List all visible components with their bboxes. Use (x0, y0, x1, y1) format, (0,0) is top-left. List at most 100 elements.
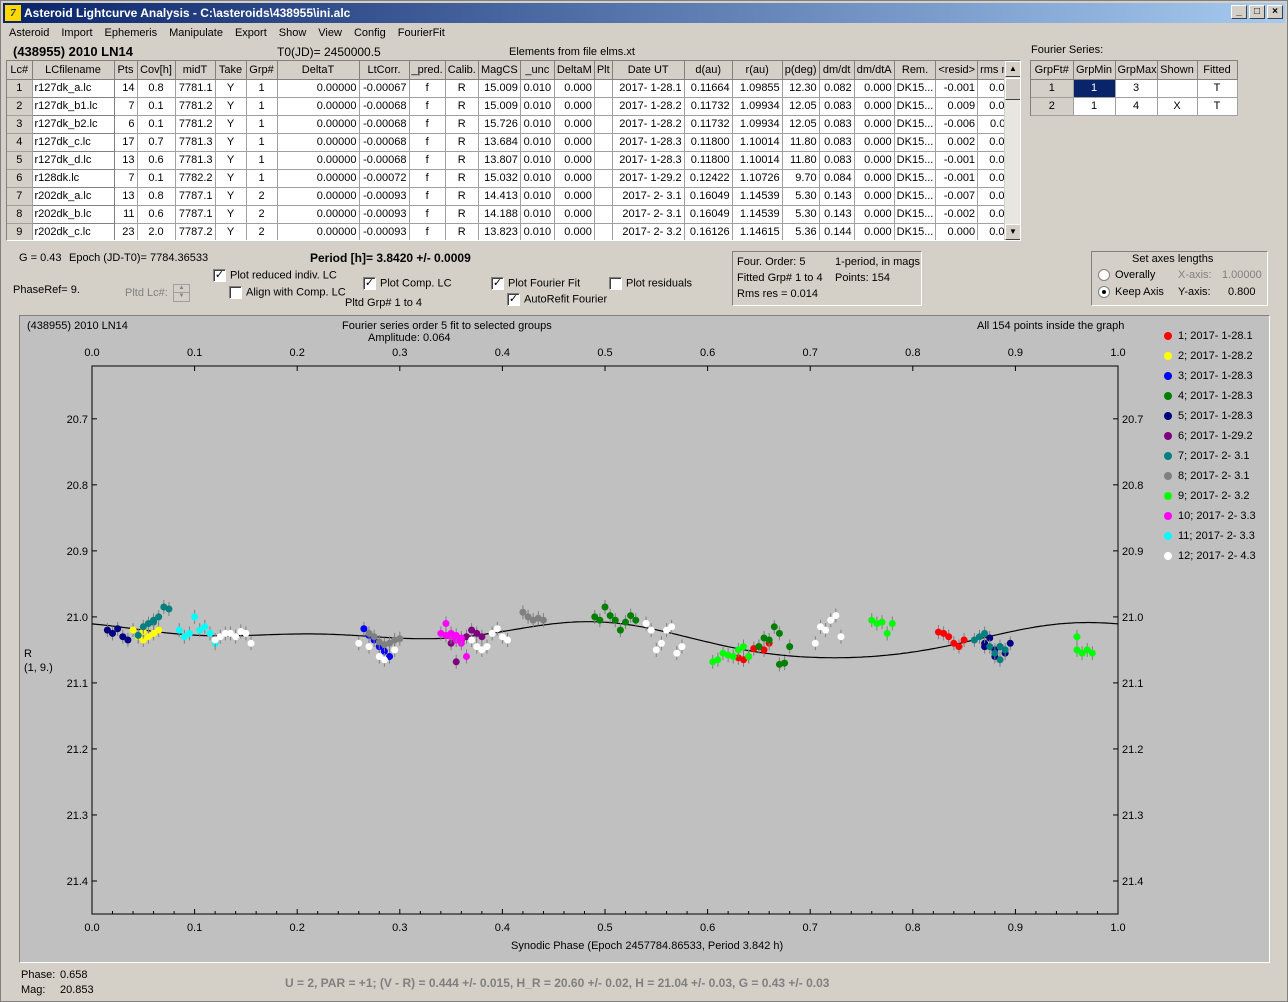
table-cell[interactable]: R (445, 187, 479, 206)
data-point[interactable] (832, 612, 840, 620)
data-point[interactable] (196, 626, 204, 634)
menu-ephemeris[interactable]: Ephemeris (104, 27, 158, 39)
data-point[interactable] (601, 603, 609, 611)
table-row[interactable]: 3 r127dk_b2.lc 6 0.1 7781.2 Y 1 0.00000 -0.00068… (7, 114, 1020, 134)
table-cell[interactable]: -0.006 (935, 115, 979, 134)
table-cell[interactable]: 0.000 (554, 223, 595, 240)
table-cell[interactable]: 1.14615 (732, 223, 783, 240)
table-row[interactable]: 4 r127dk_c.lc 17 0.7 7781.3 Y 1 0.00000 -0.00068… (7, 132, 1020, 152)
pltd-lc-spinner[interactable]: ▲ ▼ (173, 284, 190, 302)
table-cell[interactable]: r202dk_a.lc (31, 186, 115, 206)
data-point[interactable] (473, 643, 481, 651)
data-point[interactable] (247, 639, 255, 647)
table-cell[interactable]: 11.80 (782, 151, 820, 170)
data-point[interactable] (740, 656, 748, 664)
menu-view[interactable]: View (318, 27, 342, 39)
table-cell[interactable]: -0.00072 (359, 169, 410, 188)
data-point[interactable] (1083, 646, 1091, 654)
y-axis-value[interactable]: 0.800 (1228, 286, 1256, 298)
data-point[interactable] (775, 629, 783, 637)
table-cell[interactable]: -0.007 (935, 187, 979, 206)
table-cell[interactable]: DK15... (894, 187, 937, 206)
table-cell[interactable]: f (409, 205, 446, 224)
table-cell[interactable]: 0.11732 (684, 115, 733, 134)
data-point[interactable] (478, 633, 486, 641)
table-cell[interactable]: 0.143 (819, 205, 855, 224)
table-cell[interactable]: 0.00000 (277, 223, 360, 240)
data-point[interactable] (539, 616, 547, 624)
table-cell[interactable]: Y (215, 151, 247, 170)
table-cell[interactable]: 0.11800 (684, 133, 733, 152)
lightcurve-table[interactable]: Lc# LCfilename Pts Cov[h] midT Take Grp# DeltaT… (6, 60, 1021, 241)
data-point[interactable] (991, 649, 999, 657)
table-cell[interactable]: 0.009 (935, 97, 979, 116)
column-header[interactable]: _unc (520, 61, 555, 80)
spin-down-icon[interactable]: ▼ (178, 293, 185, 299)
table-cell[interactable]: 1 (246, 115, 278, 134)
table-cell[interactable]: 0.000 (554, 79, 595, 98)
table-cell[interactable]: 0.1 (137, 97, 176, 116)
data-point[interactable] (1073, 633, 1081, 641)
table-cell[interactable]: 8 (7, 205, 33, 224)
table-cell[interactable] (594, 205, 613, 224)
data-point[interactable] (986, 643, 994, 651)
table-cell[interactable]: 7781.1 (175, 79, 216, 98)
table-cell[interactable]: 0.083 (819, 115, 855, 134)
table-cell[interactable]: 0.00000 (277, 79, 360, 98)
x-axis-value[interactable]: 1.00000 (1222, 269, 1262, 281)
column-header[interactable]: dm/dtA (854, 61, 895, 80)
table-cell[interactable]: 2 (246, 187, 278, 206)
table-cell[interactable]: 7787.2 (175, 223, 216, 240)
table-cell[interactable]: 1.09934 (732, 97, 783, 116)
data-point[interactable] (165, 605, 173, 613)
data-point[interactable] (124, 636, 132, 644)
data-point[interactable] (462, 653, 470, 661)
menu-export[interactable]: Export (234, 27, 267, 39)
data-point[interactable] (945, 633, 953, 641)
table-cell[interactable] (594, 151, 613, 170)
table-cell[interactable]: 2017- 2- 3.1 (612, 187, 685, 206)
data-point[interactable] (109, 629, 117, 637)
table-cell[interactable]: 2.0 (137, 223, 176, 240)
fourier-cell[interactable]: T (1197, 97, 1238, 116)
table-cell[interactable]: 2 (246, 223, 278, 240)
menu-config[interactable]: Config (353, 27, 386, 39)
table-cell[interactable]: 11.80 (782, 133, 820, 152)
data-point[interactable] (103, 626, 111, 634)
data-point[interactable] (627, 612, 635, 620)
table-cell[interactable]: 5.36 (782, 223, 820, 240)
table-cell[interactable]: 1.10726 (732, 169, 783, 188)
table-cell[interactable]: Y (215, 97, 247, 116)
data-point[interactable] (360, 625, 368, 633)
column-header[interactable]: LCfilename (32, 61, 115, 80)
column-header[interactable]: r(au) (732, 61, 783, 80)
data-point[interactable] (155, 626, 163, 634)
data-point[interactable] (1073, 646, 1081, 654)
data-point[interactable] (457, 634, 465, 642)
table-cell[interactable]: 0.000 (554, 187, 595, 206)
data-point[interactable] (242, 629, 250, 637)
data-point[interactable] (442, 619, 450, 627)
column-header[interactable]: Calib. (445, 61, 479, 80)
table-cell[interactable]: DK15... (894, 97, 937, 116)
data-point[interactable] (663, 626, 671, 634)
data-point[interactable] (1006, 639, 1014, 647)
table-cell[interactable]: 1.14539 (732, 187, 783, 206)
table-cell[interactable]: DK15... (894, 115, 937, 134)
table-cell[interactable]: DK15... (894, 205, 937, 224)
table-cell[interactable]: 0.7 (137, 133, 176, 152)
table-cell[interactable]: 0.143 (819, 187, 855, 206)
table-cell[interactable]: 0.010 (520, 79, 555, 98)
table-row[interactable]: 5 r127dk_d.lc 13 0.6 7781.3 Y 1 0.00000 -0.00068… (7, 150, 1020, 170)
table-cell[interactable]: 7787.1 (175, 187, 216, 206)
table-cell[interactable]: 2017- 1-28.2 (612, 97, 685, 116)
table-cell[interactable]: 0.010 (520, 187, 555, 206)
table-cell[interactable]: 0.16049 (684, 205, 733, 224)
table-cell[interactable]: DK15... (894, 133, 937, 152)
data-point[interactable] (981, 629, 989, 637)
table-cell[interactable]: R (445, 169, 479, 188)
data-point[interactable] (755, 643, 763, 651)
table-cell[interactable]: 0.144 (819, 223, 855, 240)
table-cell[interactable] (594, 223, 613, 240)
data-point[interactable] (1078, 649, 1086, 657)
